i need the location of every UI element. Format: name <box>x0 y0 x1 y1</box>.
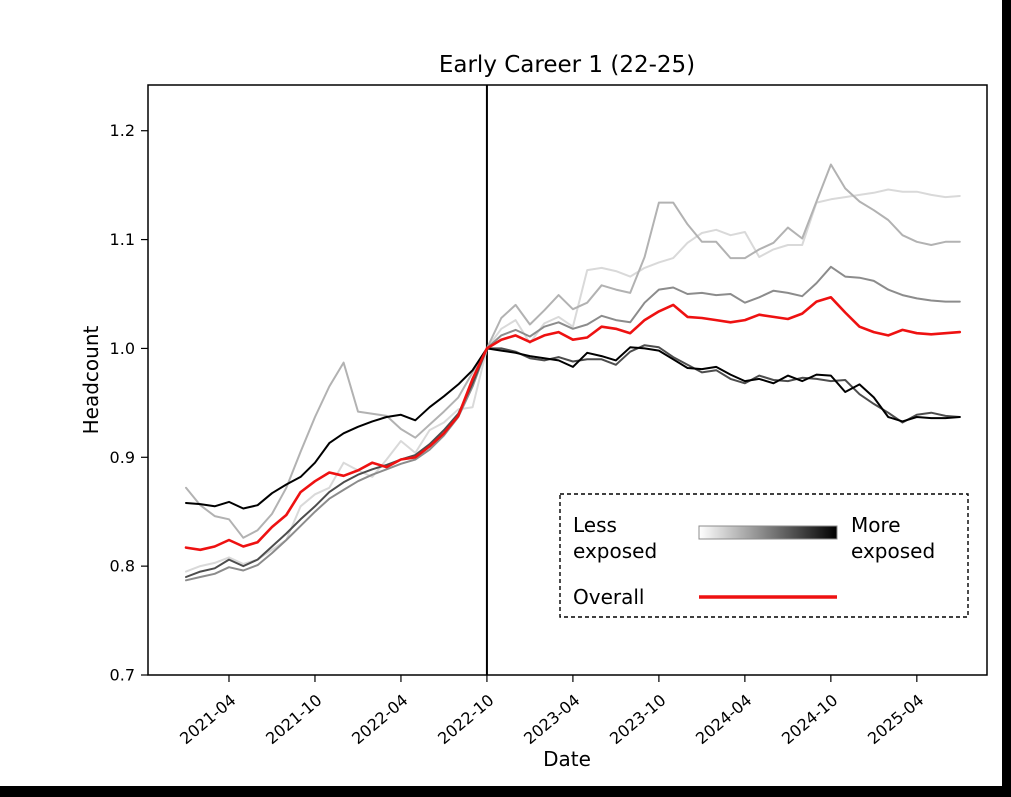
series-line-quintile-3 <box>185 265 961 582</box>
legend: Less exposed More exposed Overall <box>559 493 969 618</box>
y-tick-label: 0.9 <box>110 448 135 467</box>
exposure-gradient-bar <box>698 525 838 540</box>
x-tick-label: 2023-10 <box>606 691 669 749</box>
y-tick-label: 1.0 <box>110 339 135 358</box>
series-line-overall <box>184 295 962 552</box>
legend-more-exposed-line1: More <box>851 513 901 537</box>
series-line-quintile-4 <box>185 344 961 578</box>
x-tick-label: 2022-04 <box>348 691 411 749</box>
y-tick-label: 0.8 <box>110 557 135 576</box>
series-line-quintile-5 <box>185 346 961 510</box>
y-axis-label: Headcount <box>79 325 103 434</box>
legend-overall-label: Overall <box>573 585 644 609</box>
legend-less-exposed-line2: exposed <box>573 539 657 563</box>
x-tick-label: 2024-10 <box>778 691 841 749</box>
legend-less-exposed-line1: Less <box>573 513 617 537</box>
x-tick-label: 2021-10 <box>262 691 325 749</box>
x-tick-label: 2025-04 <box>864 691 927 749</box>
series-lines-group <box>184 163 962 582</box>
legend-more-exposed-line2: exposed <box>851 539 935 563</box>
y-tick-label: 0.7 <box>110 666 135 685</box>
x-tick-label: 2021-04 <box>176 691 239 749</box>
x-axis-label: Date <box>543 747 591 771</box>
screenshot-border-bottom <box>0 786 1011 797</box>
x-tick-label: 2022-10 <box>434 691 497 749</box>
y-tick-label: 1.1 <box>110 230 135 249</box>
x-tick-label: 2023-04 <box>520 691 583 749</box>
chart-title: Early Career 1 (22-25) <box>439 52 695 78</box>
series-line-quintile-2 <box>185 163 961 539</box>
axis-ticks: 0.7 0.8 0.9 1.0 1.1 1.2 2021-04 2021-10 2022-04 2… <box>110 121 928 748</box>
series-line-quintile-1 <box>185 188 961 573</box>
y-tick-label: 1.2 <box>110 121 135 140</box>
plot-area-frame <box>147 84 988 676</box>
x-tick-label: 2024-04 <box>692 691 755 749</box>
screenshot-border-right <box>1002 0 1011 797</box>
